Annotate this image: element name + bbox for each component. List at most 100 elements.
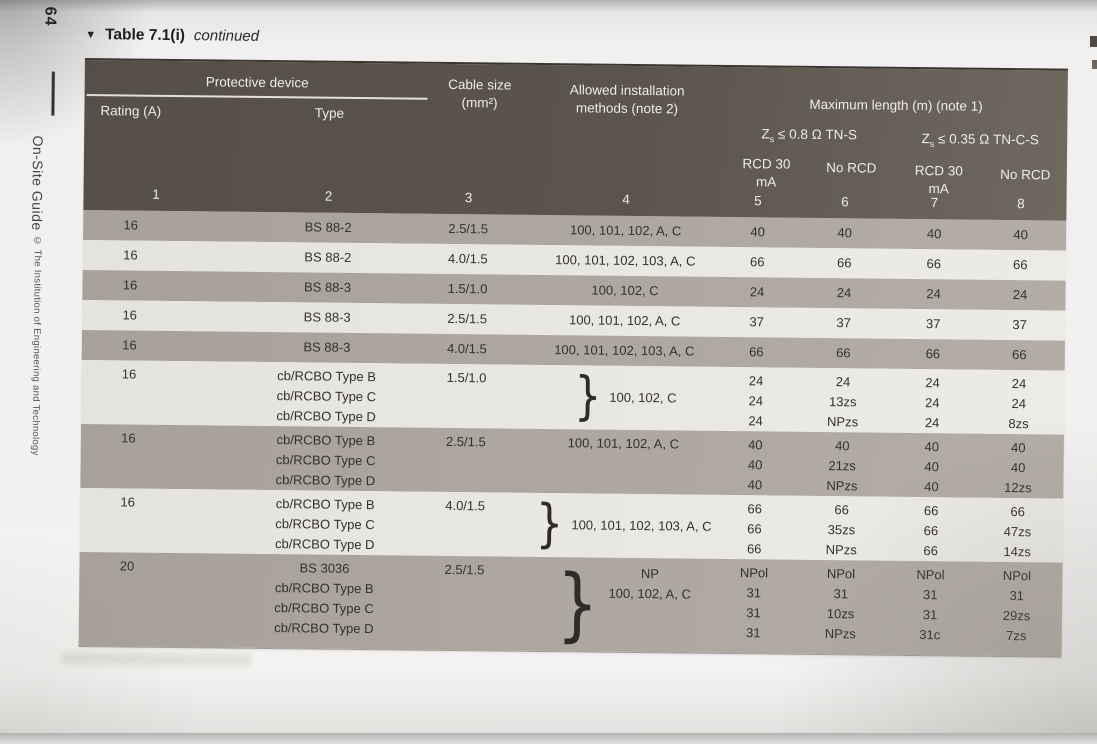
max-length-cell: 37: [749, 314, 765, 330]
max-length-cell: NPol 31 10zs NPzs: [824, 566, 856, 642]
max-length-cell: NPol 31 29zs 7zs: [1002, 567, 1032, 644]
methods-cell: } 100, 101, 102, 103, A, C: [525, 493, 721, 559]
methods-cell: } 100, 102, C: [526, 365, 722, 431]
column-number: 5: [754, 193, 762, 209]
rating-cell: 16: [123, 217, 139, 233]
type-cell: cb/RCBO Type B cb/RCBO Type C cb/RCBO Ty…: [275, 432, 376, 489]
max-length-cell: 40 21zs NPzs: [826, 438, 858, 494]
max-length-cell: 24 24 8zs: [1008, 376, 1029, 432]
header-installation-methods: Allowed installation methods (note 2): [569, 82, 685, 117]
max-length-cell: 40: [837, 225, 852, 241]
methods-text: 100, 102, C: [609, 389, 677, 406]
methods-text: 100, 101, 102, 103, A, C: [554, 342, 695, 359]
max-length-cell: 66 47zs 14zs: [1003, 504, 1032, 560]
max-length-cell: 40 40 40: [747, 437, 763, 493]
table-continued-label: continued: [193, 27, 260, 45]
type-cell: BS 3036 cb/RCBO Type B cb/RCBO Type C cb…: [274, 560, 374, 637]
table-7-1-i: Protective device Rating (A) Type Cable …: [78, 58, 1068, 658]
cable-size-cell: 1.5/1.0: [447, 280, 488, 297]
max-length-cell: NPol 31 31 31: [739, 565, 769, 641]
methods-text: 100, 101, 102, A, C: [568, 312, 681, 329]
binding-mark: [1092, 60, 1097, 69]
column-number: 3: [464, 190, 473, 206]
methods-cell: } NP 100, 102, A, C: [524, 557, 720, 653]
table-title: Table 7.1(i): [105, 26, 186, 45]
methods-text: 100, 102, C: [591, 282, 659, 299]
header-rcd30-tn-s: RCD 30 mA: [742, 156, 791, 190]
brace-glyph: }: [535, 493, 564, 555]
type-cell: cb/RCBO Type B cb/RCBO Type C cb/RCBO Ty…: [276, 368, 377, 425]
max-length-cell: 66: [925, 346, 941, 362]
methods-cell: 100, 101, 102, A, C: [527, 305, 722, 337]
max-length-cell: 24 13zs NPzs: [826, 374, 859, 430]
methods-text: 100, 101, 102, A, C: [569, 222, 682, 239]
column-number: 6: [841, 194, 849, 210]
max-length-cell: 66 66 66: [923, 503, 939, 559]
methods-cell: 100, 101, 102, A, C: [525, 429, 721, 495]
triangle-marker-icon: ▼: [85, 29, 97, 42]
table-row: 16 cb/RCBO Type B cb/RCBO Type C cb/RCBO …: [79, 487, 1064, 563]
table-row: 16 cb/RCBO Type B cb/RCBO Type C cb/RCBO …: [81, 359, 1065, 435]
header-zs-tn-c-s: Zs ≤ 0.35 Ω TN-C-S: [896, 130, 1064, 155]
header-rating: Rating (A): [100, 103, 162, 119]
methods-cell: 100, 101, 102, 103, A, C: [528, 245, 723, 277]
page-number: 64: [41, 6, 59, 27]
column-number: 4: [622, 191, 630, 207]
cable-size-cell: 1.5/1.0: [446, 369, 487, 386]
zs2-symbol: Z: [921, 131, 930, 147]
cable-size-cell: 4.0/1.5: [447, 250, 488, 267]
rating-cell: 16: [120, 494, 136, 510]
cable-size-cell: 2.5/1.5: [445, 433, 486, 450]
rating-cell: 20: [119, 558, 135, 574]
cable-size-cell: 4.0/1.5: [446, 340, 487, 357]
max-length-cell: 40: [1013, 227, 1028, 243]
table-caption: ▼ Table 7.1(i) continued: [85, 26, 259, 46]
max-length-cell: 66: [1013, 257, 1028, 273]
type-cell: BS 88-3: [303, 279, 352, 295]
header-underline: [86, 94, 428, 100]
binding-mark: [1090, 36, 1097, 47]
max-length-cell: 66: [836, 345, 851, 361]
max-length-cell: 66 35zs NPzs: [825, 502, 857, 558]
max-length-cell: 40: [926, 226, 942, 242]
column-number: 1: [152, 186, 160, 202]
table-header: Protective device Rating (A) Type Cable …: [83, 59, 1068, 221]
header-protective-device: Protective device: [205, 74, 309, 91]
header-type: Type: [314, 105, 345, 121]
cable-size-cell: 2.5/1.5: [447, 310, 488, 327]
cable-size-cell: 2.5/1.5: [448, 220, 489, 237]
book-title: On-Site Guide: [29, 135, 47, 231]
max-length-cell: 66 66 66: [746, 501, 762, 557]
header-norcd-tn-s: No RCD: [826, 160, 877, 176]
max-length-cell: 24: [836, 285, 852, 301]
type-cell: BS 88-3: [303, 309, 351, 325]
sidebar: On-Site Guide © The Institution of Engin…: [26, 135, 47, 455]
max-length-cell: 24: [1012, 287, 1028, 303]
methods-text: NP 100, 102, A, C: [608, 566, 691, 602]
methods-text: 100, 101, 102, 103, A, C: [555, 252, 696, 269]
rating-cell: 16: [122, 307, 138, 323]
table-row: 16 cb/RCBO Type B cb/RCBO Type C cb/RCBO …: [80, 423, 1064, 499]
max-length-cell: 66: [1012, 347, 1027, 363]
type-cell: BS 88-3: [303, 339, 351, 355]
max-length-cell: 66: [837, 255, 852, 271]
max-length-cell: 24 24 24: [748, 373, 764, 429]
rating-cell: 16: [122, 337, 137, 353]
max-length-cell: 40: [750, 224, 765, 240]
max-length-cell: 37: [836, 315, 851, 331]
type-cell: BS 88-2: [304, 249, 352, 265]
max-length-cell: 24: [749, 284, 765, 300]
max-length-cell: NPol 31 31 31c: [916, 567, 945, 643]
max-length-cell: 24: [926, 286, 941, 302]
max-length-cell: 40 40 12zs: [1004, 440, 1032, 496]
max-length-cell: 37: [925, 316, 941, 332]
max-length-cell: 40 40 40: [924, 439, 940, 495]
max-length-cell: 66: [750, 254, 765, 270]
max-length-cell: 66: [926, 256, 942, 272]
cable-size-cell: 2.5/1.5: [444, 561, 485, 578]
max-length-cell: 66: [749, 344, 764, 360]
header-maximum-length: Maximum length (m) (note 1): [809, 96, 983, 114]
type-cell: cb/RCBO Type B cb/RCBO Type C cb/RCBO Ty…: [274, 496, 375, 553]
column-number: 2: [324, 188, 333, 204]
